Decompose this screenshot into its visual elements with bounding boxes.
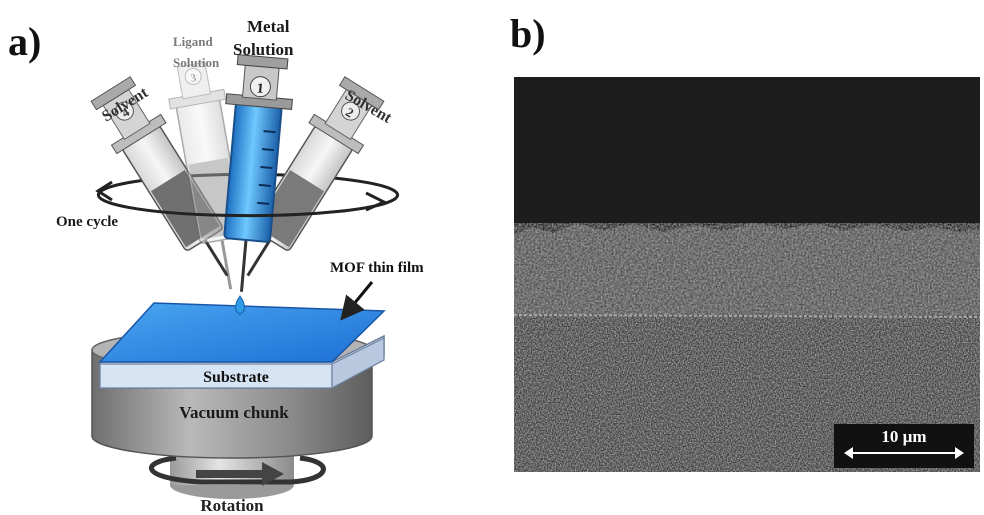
syringe-1-number: 1: [256, 81, 264, 97]
syringe-3-number: 3: [190, 72, 198, 85]
syringe-3-label-line1: Ligand: [173, 34, 214, 49]
vacuum-chuck-label: Vacuum chunk: [179, 403, 289, 422]
cycle-arrow-right-icon: [365, 191, 388, 212]
cycle-arrow-left-icon: [95, 180, 113, 202]
spray-deposition-diagram: Rotation Vacuum chunk Substrate MOF thin…: [56, 17, 424, 515]
scale-bar-label: 10 µm: [881, 427, 927, 446]
rotation-label: Rotation: [200, 496, 264, 515]
scale-bar: 10 µm: [834, 424, 974, 468]
mof-thin-film: [98, 302, 386, 363]
mof-film-arrow-icon: [340, 281, 374, 321]
substrate-label: Substrate: [203, 369, 269, 386]
sem-interface-line: [514, 314, 980, 318]
droplet-icon: [235, 295, 245, 315]
cycle-label: One cycle: [56, 214, 118, 230]
sem-micrograph: 10 µm: [514, 77, 980, 472]
syringe-1-label-line1: Metal: [247, 17, 290, 36]
substrate: [99, 334, 385, 390]
syringe-solvent-2: 2: [246, 76, 385, 277]
panel-b-label: b): [510, 11, 546, 56]
syringe-metal-1: 1: [223, 54, 293, 292]
syringe-1-label-line2: Solution: [233, 40, 294, 59]
syringe-3-label-line2: Solution: [173, 55, 220, 70]
syringe-solvent-4: 4: [90, 76, 229, 277]
panel-a-label: a): [8, 19, 42, 64]
scale-bar-arrow-icon: [844, 447, 964, 459]
mof-film-label: MOF thin film: [330, 260, 424, 276]
rotation-arrow-icon: [148, 455, 326, 486]
